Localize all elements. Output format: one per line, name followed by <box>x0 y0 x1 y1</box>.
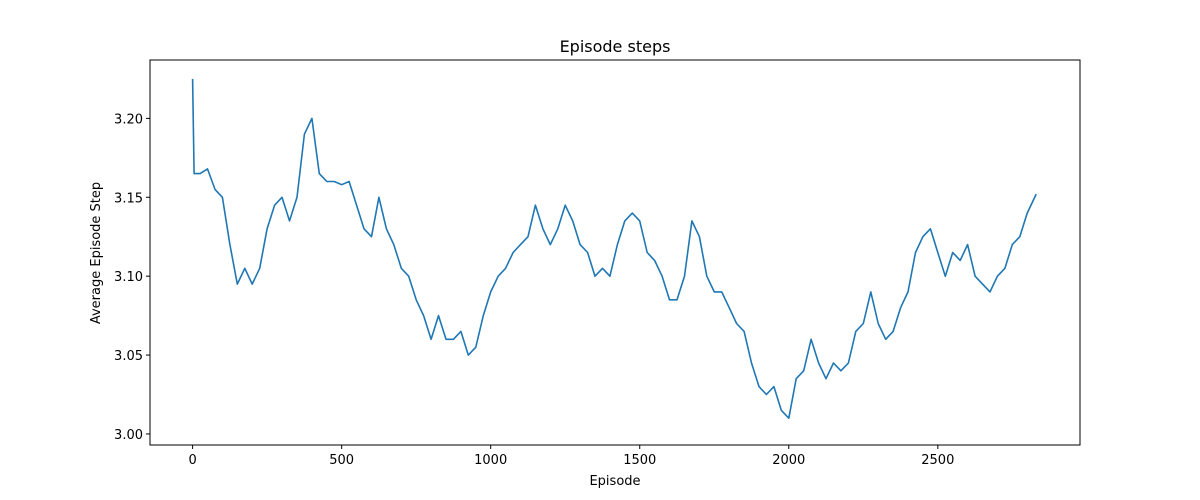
y-tick-label: 3.00 <box>114 428 143 443</box>
y-tick-label: 3.05 <box>114 349 143 364</box>
x-tick-label: 1000 <box>474 453 507 468</box>
x-tick-label: 2500 <box>921 453 954 468</box>
x-tick-label: 500 <box>329 453 354 468</box>
data-line <box>191 78 1037 419</box>
x-tick-label: 1500 <box>623 453 656 468</box>
y-axis-label: Average Episode Step <box>89 182 104 324</box>
y-tick-label: 3.20 <box>114 112 143 127</box>
x-tick-label: 2000 <box>772 453 805 468</box>
x-axis-label: Episode <box>589 474 640 489</box>
chart-title: Episode steps <box>560 37 671 56</box>
plot-frame <box>149 59 1081 446</box>
y-tick-label: 3.15 <box>114 191 143 206</box>
y-tick-label: 3.10 <box>114 270 143 285</box>
x-tick-label: 0 <box>188 453 196 468</box>
